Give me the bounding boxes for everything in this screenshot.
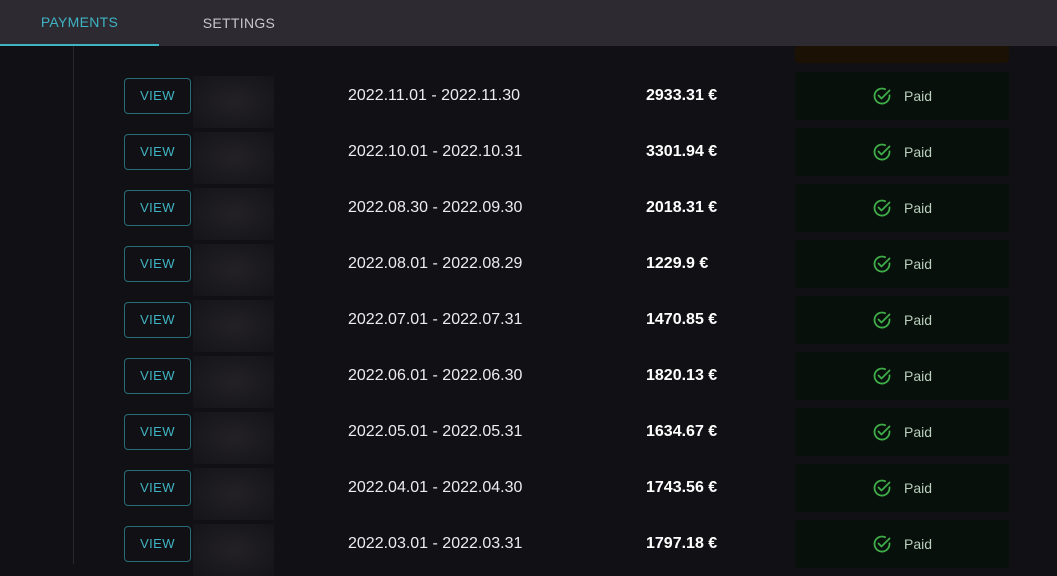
view-button[interactable]: VIEW	[124, 246, 191, 282]
redacted-field	[193, 244, 274, 296]
check-circle-icon	[873, 311, 891, 329]
payment-period: 2022.11.01 - 2022.11.30	[348, 87, 520, 104]
tab-payments[interactable]: PAYMENTS	[0, 0, 159, 46]
status-label: Paid	[903, 144, 933, 160]
view-button[interactable]: VIEW	[124, 134, 191, 170]
view-button[interactable]: VIEW	[124, 190, 191, 226]
status-badge-partial	[795, 46, 1009, 63]
status-badge: Paid	[795, 72, 1009, 120]
tab-settings[interactable]: SETTINGS	[202, 15, 276, 31]
payment-period: 2022.04.01 - 2022.04.30	[348, 479, 523, 496]
payment-row: VIEW 2022.10.01 - 2022.10.31 3301.94 € P…	[0, 128, 1057, 184]
status-label: Paid	[903, 256, 933, 272]
payment-amount: 1797.18 €	[646, 535, 718, 552]
check-circle-icon	[873, 367, 891, 385]
redacted-field	[193, 468, 274, 520]
check-circle-icon	[873, 479, 891, 497]
status-badge: Paid	[795, 520, 1009, 568]
redacted-field	[193, 412, 274, 464]
redacted-field	[193, 76, 274, 128]
status-badge: Paid	[795, 296, 1009, 344]
payment-amount: 1743.56 €	[646, 479, 718, 496]
payment-amount: 1634.67 €	[646, 423, 718, 440]
status-label: Paid	[903, 536, 933, 552]
payment-row: VIEW 2022.06.01 - 2022.06.30 1820.13 € P…	[0, 352, 1057, 408]
view-button[interactable]: VIEW	[124, 470, 191, 506]
payment-period: 2022.05.01 - 2022.05.31	[348, 423, 523, 440]
status-label: Paid	[903, 480, 933, 496]
tab-bar: PAYMENTS SETTINGS	[0, 0, 1057, 46]
check-circle-icon	[873, 535, 891, 553]
redacted-field	[193, 356, 274, 408]
view-button[interactable]: VIEW	[124, 358, 191, 394]
view-button[interactable]: VIEW	[124, 414, 191, 450]
status-badge: Paid	[795, 464, 1009, 512]
payment-amount: 2018.31 €	[646, 199, 718, 216]
check-circle-icon	[873, 423, 891, 441]
status-badge: Paid	[795, 408, 1009, 456]
payment-row: VIEW 2022.11.01 - 2022.11.30 2933.31 € P…	[0, 72, 1057, 128]
check-circle-icon	[873, 143, 891, 161]
status-badge: Paid	[795, 240, 1009, 288]
view-button[interactable]: VIEW	[124, 78, 191, 114]
sidebar-divider	[73, 46, 74, 564]
payment-row: VIEW 2022.04.01 - 2022.04.30 1743.56 € P…	[0, 464, 1057, 520]
status-label: Paid	[903, 312, 933, 328]
status-label: Paid	[903, 200, 933, 216]
redacted-field	[193, 132, 274, 184]
redacted-field	[193, 300, 274, 352]
status-badge: Paid	[795, 184, 1009, 232]
check-circle-icon	[873, 87, 891, 105]
payment-amount: 2933.31 €	[646, 87, 718, 104]
status-badge: Paid	[795, 352, 1009, 400]
status-label: Paid	[903, 88, 933, 104]
payment-period: 2022.07.01 - 2022.07.31	[348, 311, 523, 328]
redacted-field	[193, 188, 274, 240]
payment-row: VIEW 2022.03.01 - 2022.03.31 1797.18 € P…	[0, 520, 1057, 576]
payment-period: 2022.10.01 - 2022.10.31	[348, 143, 523, 160]
payment-amount: 3301.94 €	[646, 143, 718, 160]
payment-amount: 1229.9 €	[646, 255, 709, 272]
payment-period: 2022.06.01 - 2022.06.30	[348, 367, 523, 384]
payment-amount: 1470.85 €	[646, 311, 718, 328]
redacted-field	[193, 524, 274, 576]
payment-row: VIEW 2022.08.01 - 2022.08.29 1229.9 € Pa…	[0, 240, 1057, 296]
payment-row: VIEW 2022.05.01 - 2022.05.31 1634.67 € P…	[0, 408, 1057, 464]
payment-period: 2022.08.30 - 2022.09.30	[348, 199, 523, 216]
status-label: Paid	[903, 368, 933, 384]
payment-period: 2022.03.01 - 2022.03.31	[348, 535, 523, 552]
status-badge: Paid	[795, 128, 1009, 176]
status-label: Paid	[903, 424, 933, 440]
payment-row: VIEW 2022.08.30 - 2022.09.30 2018.31 € P…	[0, 184, 1057, 240]
check-circle-icon	[873, 255, 891, 273]
view-button[interactable]: VIEW	[124, 302, 191, 338]
payment-row: VIEW 2022.07.01 - 2022.07.31 1470.85 € P…	[0, 296, 1057, 352]
view-button[interactable]: VIEW	[124, 526, 191, 562]
payment-period: 2022.08.01 - 2022.08.29	[348, 255, 523, 272]
check-circle-icon	[873, 199, 891, 217]
payment-amount: 1820.13 €	[646, 367, 718, 384]
